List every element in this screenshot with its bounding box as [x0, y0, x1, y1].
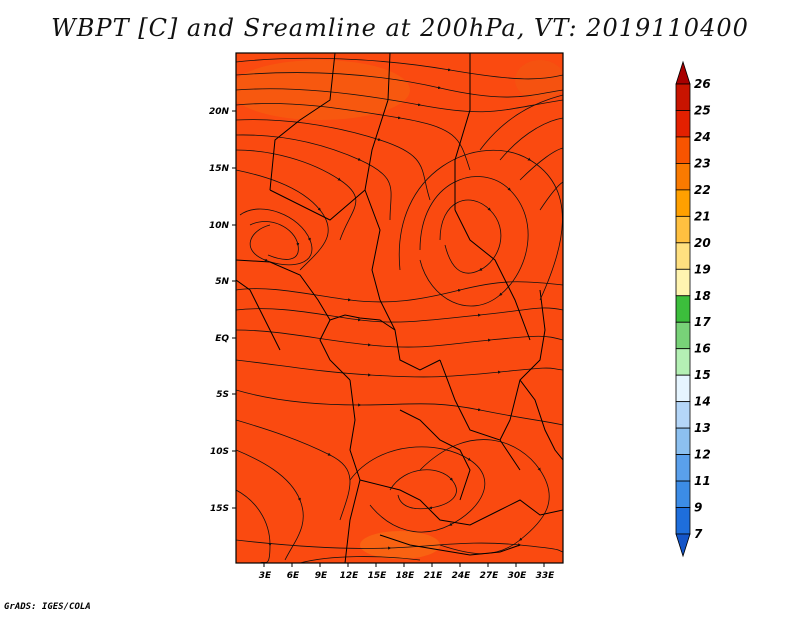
colorbar-swatch — [675, 215, 691, 244]
lon-tick-label: 24E — [452, 571, 472, 581]
lat-tick-label: 5S — [216, 390, 229, 400]
colorbar-swatch — [675, 189, 691, 217]
colorbar-label: 25 — [694, 103, 711, 117]
colorbar-swatch — [675, 454, 691, 482]
colorbar-swatch — [675, 401, 691, 429]
lon-tick-label: 3E — [259, 571, 272, 581]
lon-tick-label: 6E — [287, 571, 300, 581]
map-panel — [235, 52, 564, 564]
colorbar-swatch — [675, 321, 691, 350]
lon-tick-label: 12E — [340, 571, 360, 581]
colorbar-label: 15 — [694, 368, 711, 382]
map-title: WBPT [C] and Sreamline at 200hPa, VT: 20… — [51, 14, 749, 42]
lon-tick-label: 27E — [480, 571, 500, 581]
colorbar-label: 22 — [694, 183, 711, 197]
grads-credit: GrADS: IGES/COLA — [4, 602, 91, 612]
lon-tick-label: 15E — [368, 571, 388, 581]
lon-tick-label: 21E — [424, 571, 444, 581]
colorbar-label: 26 — [694, 77, 711, 91]
lat-tick-label: 5N — [215, 277, 229, 287]
lat-tick-label: 20N — [209, 107, 230, 117]
colorbar-label: 16 — [694, 342, 711, 356]
colorbar-label: 13 — [694, 421, 711, 435]
colorbar-swatch — [675, 374, 691, 403]
colorbar-label: 23 — [694, 156, 711, 170]
colorbar-swatch — [675, 507, 691, 535]
lon-tick-label: 33E — [536, 571, 556, 581]
colorbar-label: 19 — [694, 262, 711, 276]
colorbar-label: 20 — [694, 236, 711, 250]
colorbar-swatch — [675, 295, 691, 323]
colorbar-arrow-bottom — [675, 533, 691, 558]
colorbar-label: 24 — [694, 130, 711, 144]
latitude-axis: 20N 15N 10N 5N EQ 5S 10S 15S — [209, 107, 236, 514]
colorbar-swatch — [675, 348, 691, 376]
lon-tick-label: 18E — [396, 571, 416, 581]
colorbar-swatch — [675, 110, 691, 138]
lat-tick-label: 15S — [210, 504, 229, 514]
colorbar-label: 17 — [694, 315, 711, 329]
lon-tick-label: 9E — [315, 571, 328, 581]
colorbar: 26 25 24 23 22 21 20 19 18 17 16 15 14 13 12 11 9 7 — [675, 60, 711, 558]
colorbar-label: 18 — [694, 289, 711, 303]
lat-tick-label: EQ — [215, 334, 229, 344]
colorbar-swatch — [675, 83, 691, 111]
colorbar-label: 21 — [694, 209, 711, 223]
colorbar-swatch — [675, 268, 691, 297]
longitude-axis: 3E 6E 9E 12E 15E 18E 21E 24E 27E 30E 33E — [259, 563, 555, 581]
lat-tick-label: 15N — [209, 164, 230, 174]
streamlines — [236, 57, 563, 563]
colorbar-label: 7 — [694, 527, 703, 541]
lat-tick-label: 10N — [209, 221, 230, 231]
colorbar-swatch — [675, 136, 691, 164]
map-frame — [235, 52, 564, 564]
colorbar-arrow-top — [675, 60, 691, 85]
lon-tick-label: 30E — [508, 571, 528, 581]
colorbar-swatch — [675, 242, 691, 270]
colorbar-label: 12 — [694, 448, 711, 462]
lat-tick-label: 10S — [210, 447, 229, 457]
colorbar-label: 9 — [694, 501, 702, 515]
colorbar-swatch — [675, 163, 691, 191]
country-borders — [236, 53, 563, 563]
colorbar-label: 11 — [694, 474, 711, 488]
wbpt-field — [236, 53, 563, 563]
colorbar-swatch — [675, 480, 691, 508]
colorbar-label: 14 — [694, 395, 711, 409]
wbpt-patches — [236, 60, 563, 559]
colorbar-swatch — [675, 427, 691, 455]
